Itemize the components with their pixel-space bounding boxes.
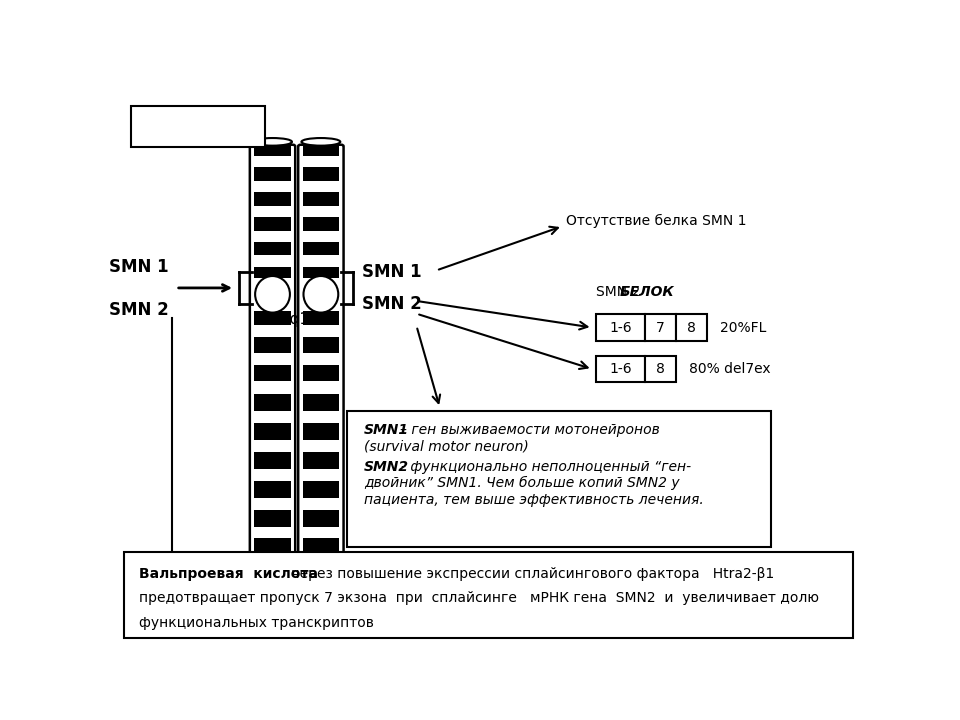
Text: 80% del7ex: 80% del7ex <box>689 362 771 376</box>
FancyBboxPatch shape <box>252 142 293 585</box>
Text: SMN2: SMN2 <box>364 459 409 474</box>
Bar <box>254 217 291 230</box>
Bar <box>302 266 339 278</box>
Bar <box>644 314 676 341</box>
Text: - функционально неполноценный “ген-: - функционально неполноценный “ген- <box>401 459 691 474</box>
Text: SMN 1: SMN 1 <box>362 263 421 281</box>
Text: SMN1: SMN1 <box>364 423 409 437</box>
Bar <box>302 539 339 555</box>
Text: через повышение экспрессии сплайсингового фактора   Htra2-β1: через повышение экспрессии сплайсинговог… <box>287 567 775 581</box>
Text: 1-6: 1-6 <box>609 362 632 376</box>
Text: 20%FL: 20%FL <box>720 320 767 335</box>
Ellipse shape <box>301 138 340 145</box>
Bar <box>254 167 291 181</box>
Text: 8: 8 <box>687 320 696 335</box>
Text: SMN 2: SMN 2 <box>596 284 645 299</box>
Bar <box>596 314 644 341</box>
FancyBboxPatch shape <box>132 106 265 148</box>
Ellipse shape <box>303 276 338 312</box>
Text: Вальпроевая  кислота: Вальпроевая кислота <box>138 567 318 581</box>
Text: пациента, тем выше эффективность лечения.: пациента, тем выше эффективность лечения… <box>364 493 704 507</box>
Bar <box>302 365 339 382</box>
Bar <box>302 423 339 440</box>
Text: функциональных транскриптов: функциональных транскриптов <box>138 616 373 629</box>
Bar <box>644 356 676 382</box>
Bar <box>254 192 291 206</box>
Bar <box>254 365 291 382</box>
Bar <box>302 337 339 353</box>
Text: Хромосома 5: Хромосома 5 <box>132 117 265 135</box>
Bar <box>254 567 291 583</box>
Text: SMN 1: SMN 1 <box>108 258 168 276</box>
Bar <box>676 314 707 341</box>
Bar <box>254 142 291 156</box>
Bar <box>302 394 339 410</box>
Bar <box>302 167 339 181</box>
Text: 7: 7 <box>656 320 664 335</box>
Ellipse shape <box>253 138 292 145</box>
Text: SMN 2: SMN 2 <box>108 302 168 320</box>
Text: 8: 8 <box>656 362 664 376</box>
FancyBboxPatch shape <box>124 552 852 638</box>
Bar <box>254 394 291 410</box>
Bar <box>254 510 291 526</box>
FancyBboxPatch shape <box>347 410 771 546</box>
Bar <box>254 452 291 469</box>
Text: (survival motor neuron): (survival motor neuron) <box>364 440 529 454</box>
Text: SMN 2: SMN 2 <box>362 294 422 312</box>
Bar <box>254 337 291 353</box>
Text: двойник” SMN1. Чем больше копий SMN2 у: двойник” SMN1. Чем больше копий SMN2 у <box>364 477 680 490</box>
Ellipse shape <box>253 582 292 589</box>
Bar <box>302 481 339 498</box>
Text: БЕЛОК: БЕЛОК <box>620 284 675 299</box>
Bar <box>254 423 291 440</box>
FancyBboxPatch shape <box>300 142 342 585</box>
Bar <box>254 242 291 256</box>
Bar <box>302 142 339 156</box>
Ellipse shape <box>255 276 290 312</box>
Bar <box>596 356 644 382</box>
Bar <box>302 192 339 206</box>
Bar <box>254 311 291 325</box>
Bar <box>302 242 339 256</box>
Bar <box>302 217 339 230</box>
Ellipse shape <box>301 582 340 589</box>
Text: 5q13: 5q13 <box>281 312 320 327</box>
Text: Отсутствие белка SMN 1: Отсутствие белка SMN 1 <box>566 214 747 228</box>
Bar <box>302 311 339 325</box>
Bar <box>254 266 291 278</box>
Bar <box>254 481 291 498</box>
Bar <box>302 567 339 583</box>
Text: предотвращает пропуск 7 экзона  при  сплайсинге   мРНК гена  SMN2  и  увеличивае: предотвращает пропуск 7 экзона при сплай… <box>138 591 819 606</box>
Bar <box>302 452 339 469</box>
Bar <box>302 510 339 526</box>
Text: 1-6: 1-6 <box>609 320 632 335</box>
Bar <box>254 539 291 555</box>
Text: – ген выживаемости мотонейронов: – ген выживаемости мотонейронов <box>399 423 660 437</box>
